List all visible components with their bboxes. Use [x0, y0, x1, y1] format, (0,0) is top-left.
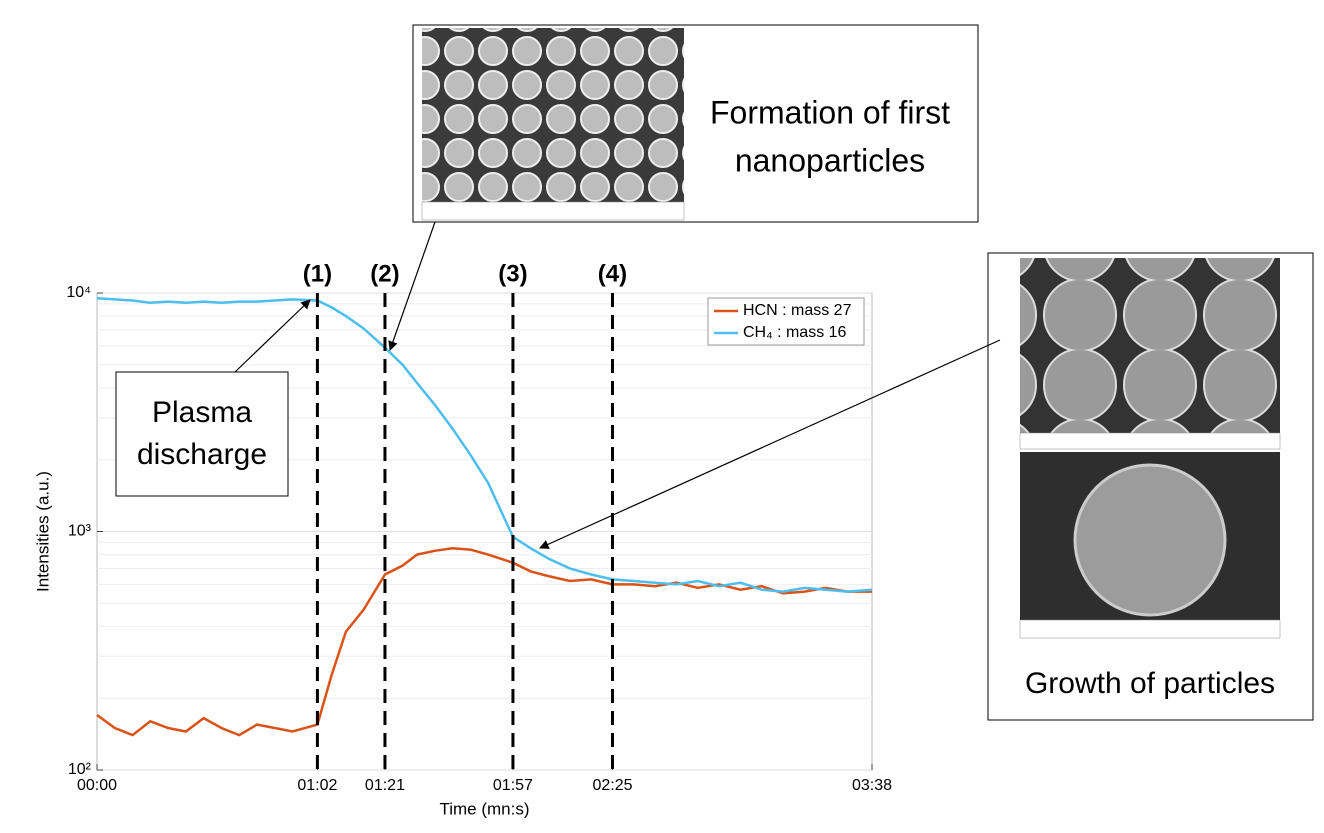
sem-caption-bar [1019, 432, 1281, 450]
legend-label: HCN : mass 27 [743, 302, 852, 319]
sem-caption-bar [421, 201, 685, 221]
y-tick-label: 10³ [68, 523, 92, 540]
annotation-text: Formation of first [710, 94, 950, 130]
annotation-line: Plasma [152, 396, 252, 429]
y-tick-label: 10⁴ [66, 284, 91, 301]
annotation-text: nanoparticles [735, 142, 925, 178]
annotation-line: discharge [137, 438, 267, 471]
y-axis-label: Intensities (a.u.) [33, 471, 52, 592]
event-label: (4) [598, 260, 627, 287]
annotation-text: Growth of particles [1025, 667, 1275, 700]
sem-image [422, 28, 684, 202]
event-label: (1) [303, 260, 332, 287]
x-tick-label: 02:25 [592, 777, 632, 794]
sem-image [1020, 258, 1280, 433]
data-line [96, 297, 873, 593]
legend-box [707, 297, 865, 346]
arrow [388, 221, 436, 351]
event-label: (2) [370, 260, 399, 287]
plot-layer: 10² 10³ 10⁴ 00:00 01:02 01:21 01:57 02:25 03:38 T… [33, 284, 892, 818]
x-tick-label: 00:00 [77, 777, 117, 794]
annotation-text: Plasma discharge [137, 396, 267, 471]
x-tick-label: 03:38 [852, 777, 892, 794]
arrow [234, 299, 311, 373]
x-tick-label: 01:21 [365, 777, 405, 794]
event-label: (3) [498, 260, 527, 287]
sem-particle [1073, 463, 1227, 617]
annotation-box [115, 371, 289, 497]
x-tick-label: 01:57 [493, 777, 533, 794]
legend-label: CH₄ : mass 16 [743, 324, 847, 341]
x-axis-label: Time (mn:s) [439, 799, 529, 818]
arrow [539, 339, 1001, 549]
sem-caption-bar [1019, 619, 1281, 639]
x-tick-label: 01:02 [297, 777, 337, 794]
y-tick-label: 10² [68, 761, 92, 778]
